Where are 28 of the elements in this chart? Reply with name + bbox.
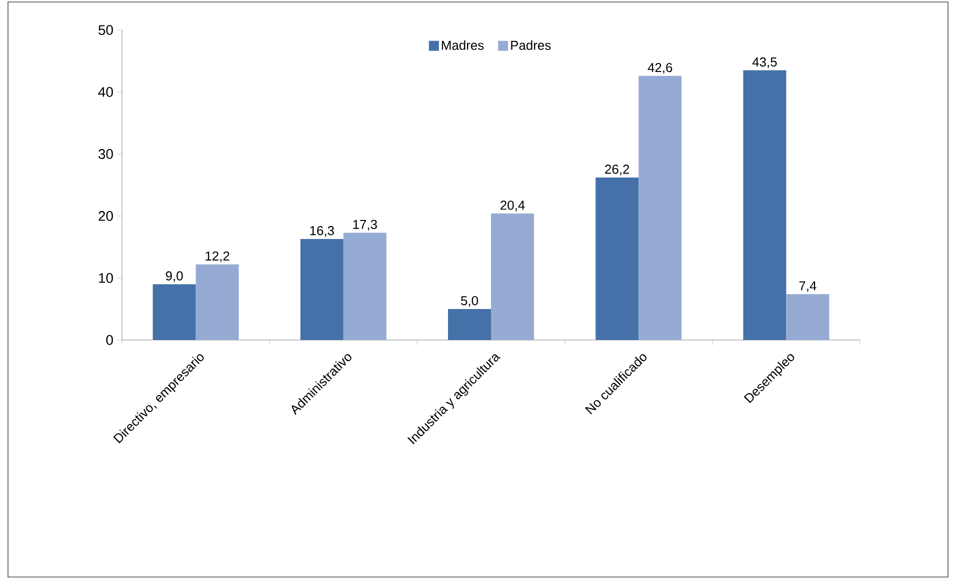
y-tick-label: 0 — [106, 335, 113, 345]
bar — [343, 232, 386, 340]
legend-label: Madres — [442, 40, 484, 50]
data-label: 20,4 — [500, 200, 525, 212]
y-tick-label: 50 — [98, 25, 113, 35]
y-tick-label: 40 — [98, 87, 113, 97]
data-label: 43,5 — [752, 57, 777, 68]
bar — [638, 76, 682, 340]
y-tick-label: 10 — [99, 273, 113, 283]
data-label: 9,0 — [166, 271, 183, 282]
bar — [743, 70, 786, 340]
data-label: 12,2 — [206, 251, 230, 262]
data-label: 7,4 — [799, 281, 816, 292]
data-label: 26,2 — [605, 164, 630, 176]
y-tick-label: 20 — [98, 211, 113, 221]
bar — [300, 238, 344, 340]
data-label: 16,3 — [310, 226, 334, 237]
data-label: 17,3 — [353, 220, 377, 231]
bar — [196, 264, 239, 340]
bar — [448, 309, 492, 340]
bar — [491, 214, 534, 340]
data-label: 5,0 — [461, 296, 478, 307]
data-label: 42,6 — [648, 62, 672, 74]
bar — [152, 284, 196, 340]
y-tick-label: 30 — [98, 149, 113, 159]
legend-label: Padres — [511, 40, 551, 50]
bar — [596, 178, 639, 340]
bar — [786, 294, 830, 340]
